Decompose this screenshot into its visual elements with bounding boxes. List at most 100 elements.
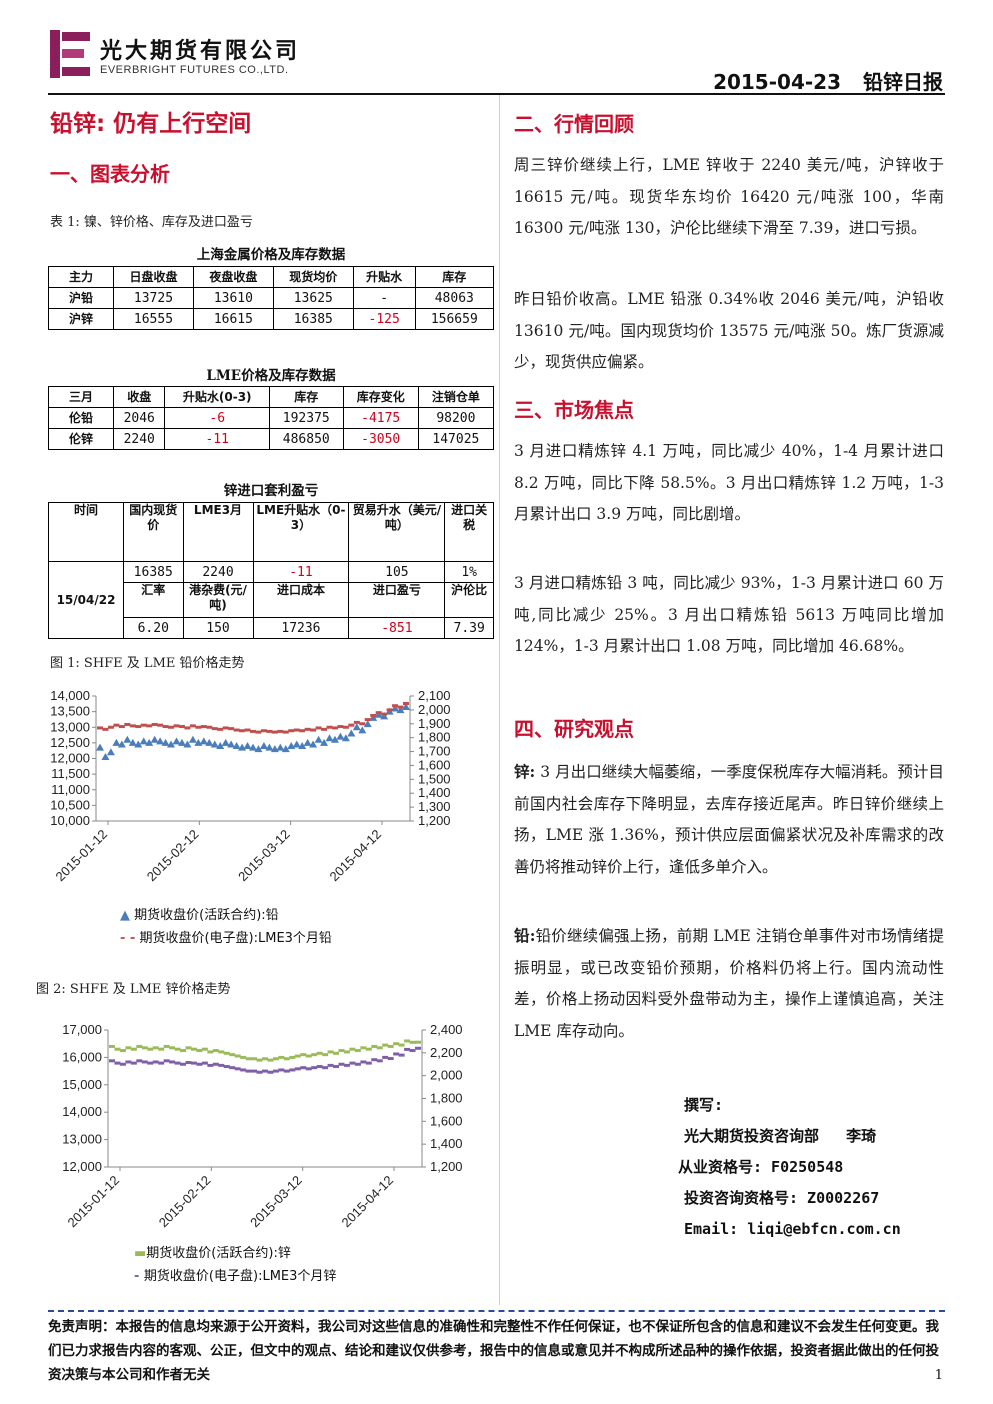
data-point [276, 743, 285, 751]
data-point [180, 1049, 187, 1053]
data-point [375, 711, 382, 715]
data-point [260, 729, 267, 733]
y-tick-label-right: 2,000 [418, 702, 451, 717]
th: 汇率 [123, 582, 184, 618]
data-point [188, 735, 197, 743]
data-point [119, 1062, 126, 1066]
arb-table-title: 锌进口套利盈亏 [223, 483, 319, 499]
y-tick-label-right: 1,400 [430, 1136, 463, 1151]
th: 三月 [48, 386, 114, 408]
market-focus-zinc: 3 月进口精炼锌 4.1 万吨，同比减少 40%，1-4 月累计进口 8.2 万… [514, 442, 944, 523]
td: 150 [182, 617, 254, 639]
td: 105 [348, 561, 446, 583]
data-point [134, 740, 143, 748]
data-point [174, 1047, 181, 1051]
data-point [158, 1061, 165, 1065]
data-point [333, 1051, 340, 1055]
data-point [359, 722, 366, 726]
th: LME3月 [182, 502, 254, 562]
data-point [309, 740, 318, 748]
data-point [211, 727, 218, 731]
data-point [152, 1060, 159, 1064]
data-point [125, 1046, 132, 1050]
data-point [185, 1061, 192, 1065]
data-point [212, 1049, 219, 1053]
data-point [125, 1060, 132, 1064]
x-tick-label: 2015-01-12 [64, 1173, 122, 1231]
y-tick-label-left: 14,000 [50, 688, 90, 703]
dash-icon: - [134, 1269, 144, 1284]
data-point [320, 738, 329, 746]
data-point [305, 1067, 312, 1071]
data-point [139, 737, 148, 745]
data-point [349, 1047, 356, 1051]
data-point [222, 726, 229, 730]
y-tick-label-right: 1,800 [430, 1091, 463, 1106]
data-point [141, 1046, 148, 1050]
y-tick-label-left: 12,500 [50, 735, 90, 750]
y-tick-label-right: 1,200 [430, 1159, 463, 1174]
y-tick-label-right: 1,200 [418, 813, 451, 828]
data-point [365, 1047, 372, 1051]
data-point [243, 742, 252, 749]
data-point [321, 727, 328, 731]
data-point [298, 742, 307, 749]
data-point [233, 728, 240, 732]
data-point [118, 725, 125, 729]
th: 进口盈亏 [348, 582, 446, 618]
data-point [393, 1042, 400, 1046]
td: 6.20 [123, 617, 184, 639]
data-point [251, 1069, 258, 1073]
data-point [278, 1055, 285, 1059]
data-point [343, 1050, 350, 1054]
td: 98200 [417, 407, 495, 429]
data-point [376, 1046, 383, 1050]
market-review-zinc: 周三锌价继续上行，LME 锌收于 2240 美元/吨，沪锌收于 16615 元/… [514, 156, 944, 237]
th: 国内现货价 [123, 502, 184, 562]
y-tick-label-right: 2,400 [430, 1022, 463, 1037]
y-tick-label-right: 1,700 [418, 744, 451, 759]
data-point [402, 702, 410, 710]
data-point [256, 1058, 263, 1062]
data-point [266, 729, 273, 733]
y-tick-label-left: 13,000 [62, 1132, 102, 1147]
th: 时间 [48, 502, 124, 562]
th: 主力 [48, 266, 114, 288]
data-point [124, 722, 131, 726]
data-point [207, 1050, 214, 1054]
y-tick-label-right: 1,300 [418, 799, 451, 814]
th: LME升贴水（0-3） [252, 502, 350, 562]
data-point [161, 738, 170, 746]
y-tick-label-left: 14,000 [62, 1104, 102, 1119]
data-point [278, 1068, 285, 1072]
data-point [151, 722, 158, 726]
td: 17236 [252, 617, 350, 639]
data-point [152, 1046, 159, 1050]
data-point [267, 1070, 274, 1074]
data-point [403, 702, 409, 705]
data-point [397, 705, 404, 709]
data-point [185, 1046, 192, 1050]
data-point [173, 724, 180, 728]
data-point [156, 737, 165, 745]
data-point [262, 1057, 268, 1061]
th: 注销仓单 [417, 386, 495, 408]
x-tick-label: 2015-03-12 [247, 1173, 305, 1231]
shfe-table: 主力 日盘收盘 夜盘收盘 现货均价 升贴水 库存 沪铅 13725 13610 … [48, 266, 495, 330]
x-tick-label: 2015-01-12 [52, 827, 110, 885]
td: 16385 [272, 308, 354, 330]
data-point [190, 1061, 197, 1065]
view-zinc-text: 3 月出口继续大幅萎缩，一季度保税库存大幅消耗。预计目前国内社会库存下降明显，去… [514, 763, 944, 876]
data-point [201, 1047, 208, 1051]
th: 升贴水 [352, 266, 416, 288]
data-point [283, 1069, 290, 1073]
th: 进口关税 [444, 502, 494, 562]
author-email[interactable]: Email: liqi@ebfcn.com.cn [684, 1220, 901, 1238]
data-point [382, 1043, 389, 1047]
data-point [381, 712, 388, 716]
data-point [229, 1053, 236, 1057]
data-point [398, 1053, 405, 1057]
section3-heading: 三、市场焦点 [514, 398, 634, 422]
data-point [311, 1053, 318, 1057]
data-point [322, 1066, 329, 1070]
